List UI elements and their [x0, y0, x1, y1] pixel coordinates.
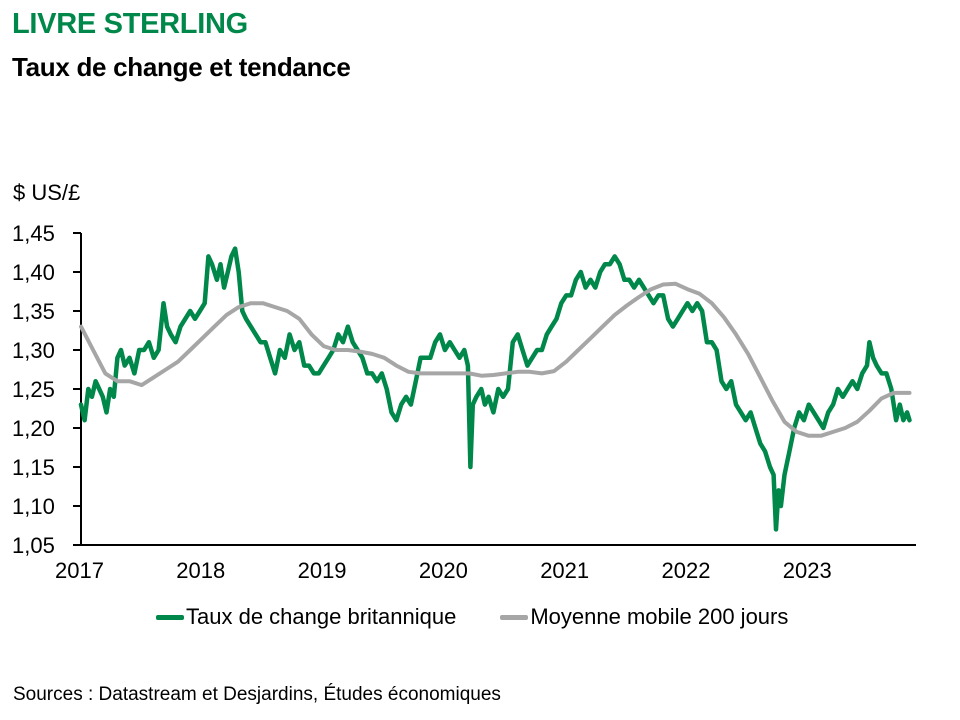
- x-tick-label: 2021: [540, 558, 589, 583]
- y-tick-label: 1,45: [12, 221, 55, 246]
- legend: Taux de change britannique Moyenne mobil…: [156, 604, 788, 630]
- chart-subtitle: Taux de change et tendance: [12, 52, 351, 82]
- axes: 1,05 1,10 1,15 1,20 1,25 1,30 1,35 1,40 1,45 2017…: [12, 221, 916, 583]
- legend-item-moving-average: Moyenne mobile 200 jours: [500, 604, 788, 630]
- y-tick-label: 1,30: [12, 338, 55, 363]
- chart-title: LIVRE STERLING: [12, 8, 248, 40]
- legend-label-rate: Taux de change britannique: [186, 604, 457, 629]
- y-tick-label: 1,25: [12, 377, 55, 402]
- x-tick-label: 2017: [55, 558, 104, 583]
- y-axis-unit-label: $ US/£: [13, 180, 81, 205]
- y-tick-label: 1,20: [12, 416, 55, 441]
- legend-label-moving-average: Moyenne mobile 200 jours: [530, 604, 789, 629]
- x-tick-label: 2019: [298, 558, 347, 583]
- source-note: Sources : Datastream et Desjardins, Étud…: [13, 684, 501, 705]
- y-tick-label: 1,15: [12, 455, 55, 480]
- series-line-exchange-rate: [78, 246, 912, 532]
- x-tick-label: 2018: [176, 558, 225, 583]
- y-tick-label: 1,35: [12, 299, 55, 324]
- legend-swatch-rate: [156, 614, 184, 620]
- y-tick-label: 1,10: [12, 494, 55, 519]
- y-tick-label: 1,40: [12, 260, 55, 285]
- legend-swatch-moving-average: [500, 614, 529, 620]
- x-tick-label: 2023: [783, 558, 832, 583]
- x-tick-label: 2020: [419, 558, 468, 583]
- series-line-moving-average: [79, 281, 912, 438]
- x-tick-label: 2022: [662, 558, 711, 583]
- y-tick-label: 1,05: [12, 533, 55, 558]
- legend-item-rate: Taux de change britannique: [156, 604, 456, 630]
- series-layer: [78, 246, 912, 532]
